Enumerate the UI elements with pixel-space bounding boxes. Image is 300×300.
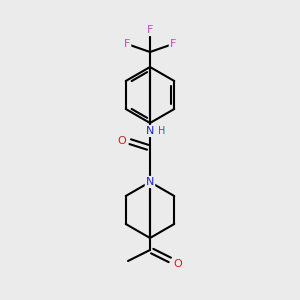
Text: N: N	[146, 177, 154, 187]
Text: O: O	[118, 136, 126, 146]
Text: O: O	[174, 259, 182, 269]
Text: F: F	[147, 25, 153, 35]
Text: F: F	[170, 39, 176, 49]
Text: H: H	[158, 126, 166, 136]
Text: F: F	[124, 39, 130, 49]
Text: N: N	[146, 126, 154, 136]
